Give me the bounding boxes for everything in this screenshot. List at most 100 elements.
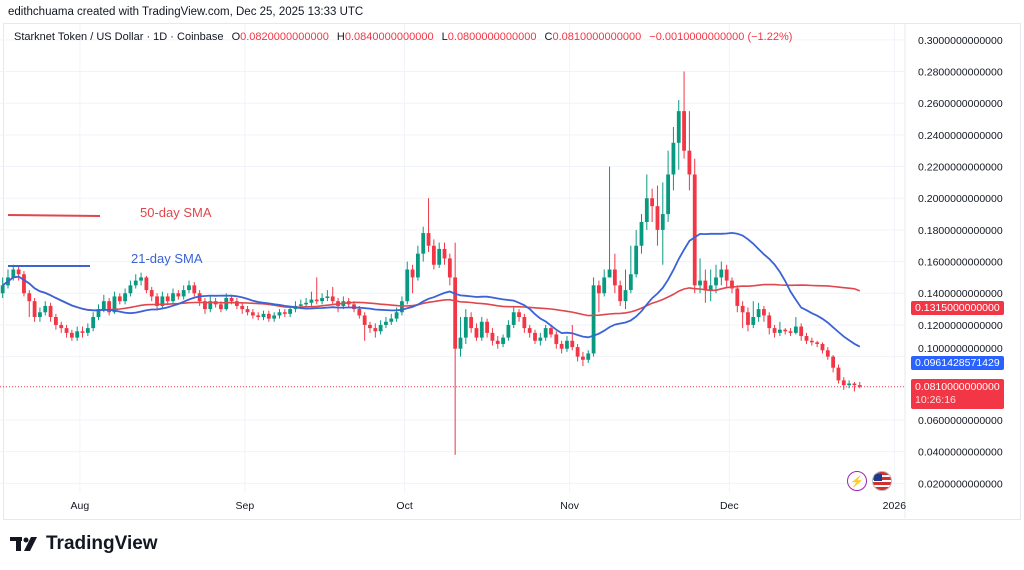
candle-body bbox=[479, 321, 484, 338]
candle-body bbox=[229, 298, 234, 302]
candle-body bbox=[426, 233, 431, 246]
candle bbox=[762, 305, 766, 322]
candle bbox=[410, 264, 415, 294]
candle-body bbox=[22, 274, 26, 294]
candle bbox=[703, 269, 708, 303]
candle-body bbox=[756, 309, 761, 318]
candle-body bbox=[772, 328, 777, 333]
candle-body bbox=[304, 302, 309, 305]
candle-body bbox=[250, 312, 255, 316]
candle-body bbox=[751, 317, 756, 325]
candle bbox=[245, 305, 250, 316]
candle-body bbox=[809, 340, 814, 343]
candle bbox=[527, 324, 532, 338]
candle bbox=[639, 214, 644, 254]
candle bbox=[48, 302, 53, 322]
candle bbox=[570, 324, 575, 351]
candle-body bbox=[836, 367, 841, 381]
candle bbox=[176, 290, 181, 300]
candle bbox=[767, 312, 772, 335]
candle bbox=[330, 286, 335, 305]
chart-credit: edithchuama created with TradingView.com… bbox=[8, 6, 364, 18]
candle bbox=[373, 323, 378, 338]
candle bbox=[59, 321, 64, 333]
candle bbox=[644, 174, 649, 230]
candle-body bbox=[288, 309, 293, 314]
tradingview-logo[interactable]: TradingView bbox=[10, 533, 158, 555]
candle-body bbox=[490, 332, 495, 341]
candle-body bbox=[389, 318, 394, 322]
candle bbox=[133, 274, 138, 289]
candle-body bbox=[735, 288, 740, 306]
candle bbox=[85, 323, 90, 337]
candle bbox=[804, 332, 809, 344]
lightning-icon[interactable]: ⚡ bbox=[847, 471, 867, 491]
candle-body bbox=[495, 340, 500, 344]
candle-body bbox=[628, 274, 633, 291]
x-tick-label: Dec bbox=[720, 500, 739, 512]
candle bbox=[458, 317, 463, 357]
candle bbox=[628, 245, 633, 294]
brand-name: TradingView bbox=[46, 533, 158, 554]
candle-body bbox=[394, 312, 399, 319]
candle-body bbox=[447, 258, 452, 278]
candle bbox=[107, 298, 112, 316]
x-tick-label: Aug bbox=[71, 500, 90, 512]
candle bbox=[160, 291, 165, 310]
candle bbox=[426, 198, 431, 253]
candle bbox=[155, 293, 159, 310]
candle bbox=[405, 261, 410, 305]
candle-body bbox=[187, 285, 191, 291]
candle bbox=[415, 245, 420, 281]
close-label: C bbox=[544, 31, 553, 43]
y-tick-label: 0.1400000000000 bbox=[918, 288, 1003, 300]
candle bbox=[149, 286, 154, 302]
candle-body bbox=[559, 343, 564, 349]
candle-body bbox=[777, 329, 782, 333]
symbol-title: Starknet Token / US Dollar · 1D · Coinba… bbox=[14, 31, 224, 43]
candle-body bbox=[554, 334, 559, 344]
candle bbox=[384, 317, 388, 329]
candle-body bbox=[586, 353, 591, 360]
candle bbox=[442, 242, 447, 265]
candle-body bbox=[155, 296, 159, 306]
candle bbox=[735, 285, 740, 313]
y-tick-label: 0.2200000000000 bbox=[918, 162, 1003, 174]
candle bbox=[655, 185, 660, 246]
candle bbox=[6, 269, 10, 289]
candle-body bbox=[96, 309, 101, 318]
candle bbox=[511, 307, 516, 329]
candle-body bbox=[208, 301, 213, 310]
candle bbox=[692, 158, 697, 294]
candle-body bbox=[639, 221, 644, 246]
sma50-annotation-line bbox=[7, 214, 101, 217]
candle-body bbox=[91, 317, 96, 329]
candle-body bbox=[740, 305, 745, 313]
candle-body bbox=[16, 269, 21, 275]
candle bbox=[181, 285, 186, 300]
candle bbox=[772, 324, 777, 338]
candle bbox=[809, 337, 814, 346]
candle-body bbox=[565, 340, 569, 349]
candle-body bbox=[703, 280, 708, 291]
candle-body bbox=[133, 280, 138, 286]
candle bbox=[815, 340, 820, 348]
candle-body bbox=[405, 269, 410, 302]
candle bbox=[740, 301, 745, 329]
candle bbox=[820, 342, 825, 354]
candle-body bbox=[581, 356, 585, 360]
candle bbox=[203, 298, 207, 314]
sma21-label: 21-day SMA bbox=[131, 251, 203, 266]
candle-body bbox=[181, 290, 186, 297]
candle-body bbox=[234, 301, 239, 306]
candle bbox=[596, 280, 601, 313]
candle bbox=[437, 242, 442, 268]
sma50-label: 50-day SMA bbox=[140, 205, 212, 220]
candle bbox=[490, 328, 495, 346]
candle-body bbox=[256, 315, 261, 318]
us-flag-icon[interactable] bbox=[872, 471, 892, 491]
candle bbox=[602, 269, 607, 297]
candle bbox=[277, 309, 282, 319]
candle bbox=[75, 326, 80, 341]
